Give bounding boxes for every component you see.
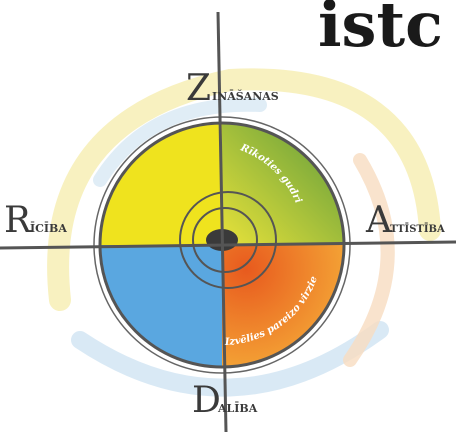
label-top: INĀŠANAS: [212, 89, 279, 103]
label-left-initial: R: [4, 200, 32, 241]
label-right-initial: A: [365, 200, 393, 241]
label-top-initial: Z: [186, 68, 211, 109]
label-bottom-initial: D: [192, 380, 221, 421]
wheel: [0, 11, 456, 433]
label-right: TTĪSTĪBA: [390, 223, 445, 235]
title: istc: [318, 0, 443, 61]
label-bottom: ALĪBA: [217, 402, 258, 415]
background-swirl: [47, 68, 441, 397]
label-left: ĪCĪBA: [30, 222, 67, 235]
